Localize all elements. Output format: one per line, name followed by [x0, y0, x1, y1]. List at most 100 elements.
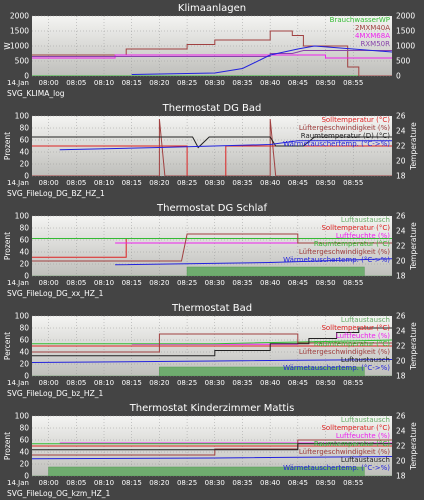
- x-tick-label: 08:20: [149, 79, 169, 87]
- chart-title: Thermostat DG Bad: [162, 103, 262, 114]
- chart-svg: Thermostat Kinderzimmer Mattis 0 20 40 60 80 1…: [3, 403, 418, 498]
- chart-title: Thermostat Bad: [171, 303, 252, 314]
- x-tick-label: 08:15: [122, 379, 142, 387]
- x-tick-label: 08:30: [205, 479, 225, 487]
- y-axis-label-left: Prozent: [3, 132, 12, 160]
- chart-title: Thermostat DG Schlaf: [156, 203, 267, 214]
- y-axis-label-left: Prozent: [3, 432, 12, 460]
- y-tick-label-right: 20: [396, 157, 406, 166]
- y-axis-label-left: Prozent: [3, 232, 12, 260]
- plot-area: [32, 216, 392, 276]
- y-tick-label-right: 24: [396, 227, 406, 236]
- x-tick-label: 08:10: [94, 279, 114, 287]
- y-axis-label-right: Temperature: [409, 122, 418, 171]
- chart-title: Klimaanlagen: [178, 3, 246, 14]
- legend-entry: Lüftergeschwindigkeit (%): [299, 448, 390, 456]
- x-tick-label: 08:35: [232, 79, 252, 87]
- y-tick-label-left: 60: [19, 436, 29, 445]
- y-tick-label-left: 80: [19, 324, 29, 333]
- y-tick-label-right: 24: [396, 427, 406, 436]
- x-tick-label: 08:40: [260, 479, 280, 487]
- legend-entry: Wärmetauschertemp. (°C->%): [283, 256, 390, 264]
- series-area: [32, 366, 392, 376]
- x-tick-label: 08:55: [343, 79, 363, 87]
- legend-entry: Luftaustausch: [341, 356, 390, 364]
- x-tick-label: 08:25: [177, 279, 197, 287]
- y-tick-label-left: 20: [19, 460, 29, 469]
- y-tick-label-left: 0: [24, 272, 29, 281]
- legend-entry: Raumtemperatur (°C): [314, 240, 390, 248]
- y-tick-label-right: 24: [396, 327, 406, 336]
- x-tick-label: 08:55: [343, 379, 363, 387]
- y-tick-label-left: 100: [15, 412, 30, 421]
- x-tick-label: 08:20: [149, 179, 169, 187]
- x-tick-label: 08:50: [315, 479, 335, 487]
- y-tick-label-right: 22: [396, 242, 406, 251]
- x-start-label: 14.Jan: [7, 479, 29, 487]
- x-tick-label: 08:05: [66, 479, 86, 487]
- x-tick-label: 08:25: [177, 179, 197, 187]
- x-tick-label: 08:15: [122, 479, 142, 487]
- series-line: [32, 443, 392, 451]
- y-tick-label-right: 22: [396, 342, 406, 351]
- chart-svg: Thermostat DG Schlaf 0 20 40 60 80 100 18 20 22 24…: [3, 203, 418, 298]
- chart-svg: Thermostat Bad 0 20 40 60 80 100 18 20 22 24 26 08:0…: [3, 303, 418, 398]
- x-tick-label: 08:00: [39, 79, 59, 87]
- legend-entry: Luftaustausch: [341, 456, 390, 464]
- legend-entry: Luftfeuchte (%): [336, 332, 390, 340]
- chart-panel: Klimaanlagen 0 500 1000 1500 2000 0 500 1000 1500…: [0, 0, 424, 100]
- series-line: [32, 339, 392, 345]
- x-tick-label: 08:20: [149, 379, 169, 387]
- series-line: [32, 145, 392, 176]
- y-tick-label-left: 100: [15, 112, 30, 121]
- legend-entry: Lüftergeschwindigkeit (%): [299, 348, 390, 356]
- y-tick-label-right: 20: [396, 457, 406, 466]
- y-tick-label-left: 20: [19, 160, 29, 169]
- series-line: [32, 118, 392, 176]
- x-tick-label: 08:10: [94, 179, 114, 187]
- x-tick-label: 08:05: [66, 79, 86, 87]
- y-tick-label-right: 18: [396, 472, 406, 481]
- y-tick-label-left: 80: [19, 424, 29, 433]
- x-tick-label: 08:10: [94, 79, 114, 87]
- x-tick-label: 08:25: [177, 379, 197, 387]
- x-start-label: 14.Jan: [7, 179, 29, 187]
- x-tick-label: 08:00: [39, 379, 59, 387]
- legend-entry: Solltemperatur (°C): [321, 324, 390, 332]
- y-tick-label-right: 2000: [396, 12, 415, 21]
- x-tick-label: 08:35: [232, 479, 252, 487]
- x-tick-label: 08:35: [232, 279, 252, 287]
- x-tick-label: 08:50: [315, 79, 335, 87]
- y-tick-label-left: 20: [19, 260, 29, 269]
- x-tick-label: 08:45: [288, 279, 308, 287]
- y-tick-label-left: 40: [19, 148, 29, 157]
- series-line: [32, 30, 392, 76]
- x-tick-label: 08:55: [343, 279, 363, 287]
- x-tick-label: 08:30: [205, 379, 225, 387]
- y-tick-label-left: 60: [19, 336, 29, 345]
- series-group: [32, 233, 392, 276]
- y-tick-label-left: 500: [15, 57, 30, 66]
- chart-panel: Thermostat DG Bad 0 20 40 60 80 100 18 20 22 24 26 0…: [0, 100, 424, 200]
- y-tick-label-left: 40: [19, 248, 29, 257]
- y-tick-label-right: 26: [396, 112, 406, 121]
- x-start-label: 14.Jan: [7, 379, 29, 387]
- x-start-label: 14.Jan: [7, 279, 29, 287]
- y-tick-label-left: 2000: [10, 12, 29, 21]
- x-tick-label: 08:50: [315, 179, 335, 187]
- chart-title: Thermostat Kinderzimmer Mattis: [129, 403, 295, 414]
- y-tick-label-right: 1500: [396, 27, 415, 36]
- y-tick-label-right: 18: [396, 172, 406, 181]
- legend-entry: Lüftergeschwindigkeit (%): [299, 248, 390, 256]
- series-line: [59, 140, 392, 151]
- x-tick-label: 08:55: [343, 479, 363, 487]
- chart-caption: SVG_FileLog_OG_kzm_HZ_1: [7, 489, 110, 498]
- legend-entry: Luftaustausch: [341, 216, 390, 224]
- x-tick-label: 08:05: [66, 379, 86, 387]
- y-tick-label-right: 20: [396, 357, 406, 366]
- x-tick-label: 08:40: [260, 379, 280, 387]
- series-area: [32, 466, 392, 476]
- series-line: [32, 359, 392, 363]
- legend-entry: RXM50R: [361, 40, 391, 48]
- y-axis-label-right: Temperature: [409, 222, 418, 271]
